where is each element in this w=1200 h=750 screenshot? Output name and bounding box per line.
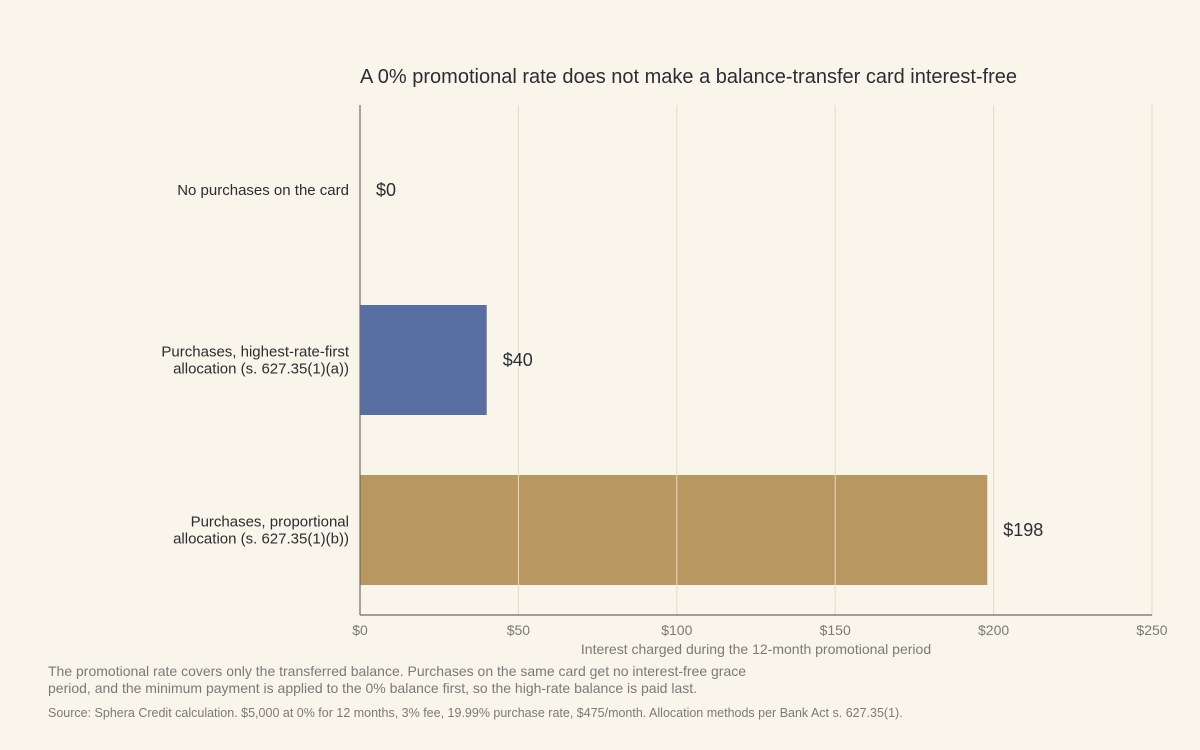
category-label: Purchases, highest-rate-first allocation … bbox=[161, 344, 349, 378]
category-label-line: Purchases, proportional bbox=[191, 514, 349, 531]
data-label: $0 bbox=[376, 180, 396, 200]
bar bbox=[360, 305, 487, 415]
chart: A 0% promotional rate does not make a ba… bbox=[161, 66, 1168, 657]
x-tick-label: $150 bbox=[820, 622, 851, 638]
chart-title: A 0% promotional rate does not make a ba… bbox=[360, 66, 1017, 88]
source-note: Source: Sphera Credit calculation. $5,00… bbox=[48, 706, 903, 720]
category-labels: No purchases on the card Purchases, highe… bbox=[161, 182, 349, 548]
category-label-line: No purchases on the card bbox=[177, 182, 349, 199]
category-label: No purchases on the card bbox=[177, 182, 349, 199]
category-label-line: Purchases, highest-rate-first bbox=[161, 344, 349, 361]
gridlines bbox=[517, 105, 1153, 615]
data-label: $40 bbox=[503, 350, 533, 370]
bar bbox=[360, 475, 988, 585]
data-label: $198 bbox=[1003, 520, 1043, 540]
data-labels: $0 $40 $198 bbox=[376, 180, 1043, 540]
bars bbox=[360, 305, 988, 585]
x-tick-label: $200 bbox=[978, 622, 1009, 638]
category-label-line: allocation (s. 627.35(1)(b)) bbox=[173, 531, 349, 548]
category-label-line: allocation (s. 627.35(1)(a)) bbox=[173, 361, 349, 378]
category-label: Purchases, proportional allocation (s. 62… bbox=[173, 514, 349, 548]
x-tick-label: $50 bbox=[507, 622, 531, 638]
chart-note: The promotional rate covers only the tra… bbox=[48, 663, 747, 696]
x-tick-label: $250 bbox=[1136, 622, 1167, 638]
x-tick-label: $100 bbox=[661, 622, 692, 638]
axes bbox=[359, 105, 1152, 616]
x-tick-label: $0 bbox=[352, 622, 368, 638]
x-ticks: $0 $50 $100 $150 $200 $250 bbox=[352, 622, 1168, 638]
x-axis-title: Interest charged during the 12-month pro… bbox=[581, 641, 931, 657]
